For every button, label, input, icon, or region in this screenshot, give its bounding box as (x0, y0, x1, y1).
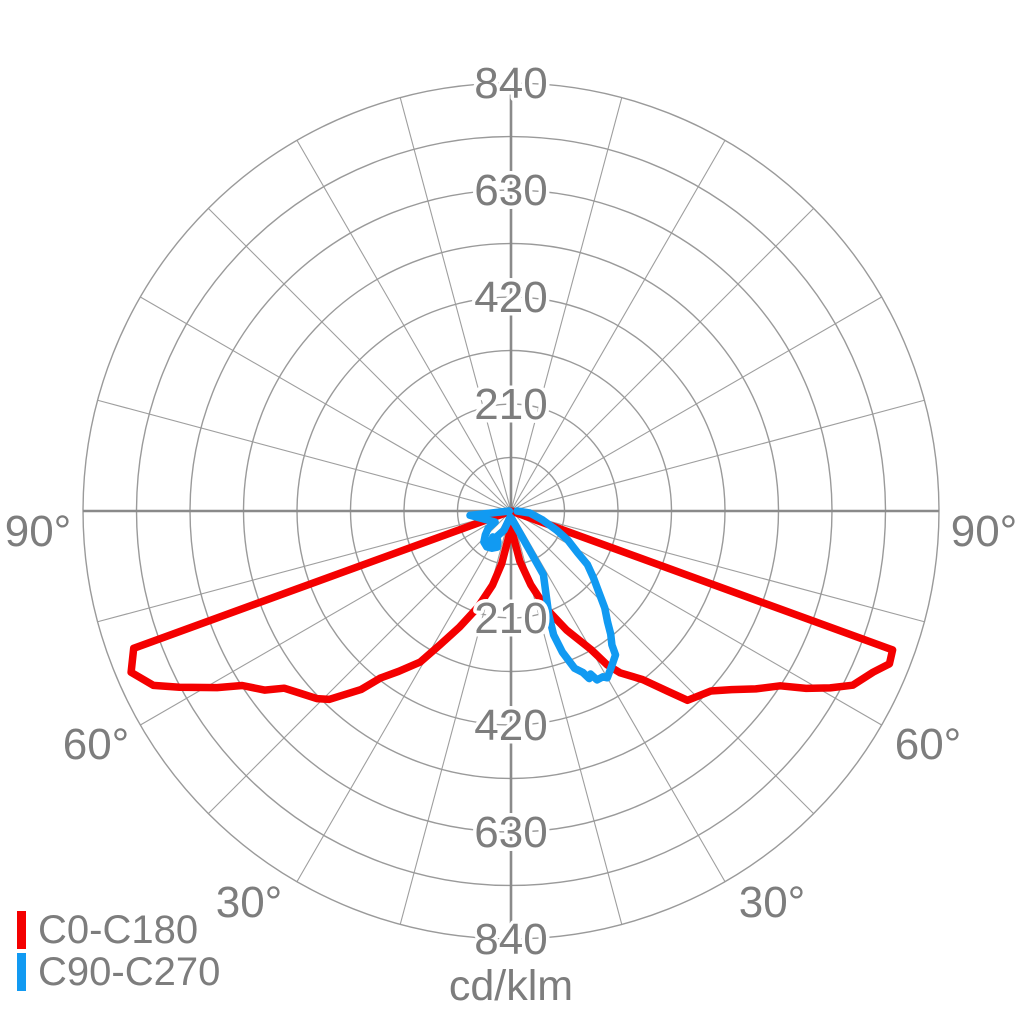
legend-swatch-red (17, 911, 26, 949)
radial-tick-label: 420 (474, 701, 547, 750)
radial-tick-label: 630 (474, 808, 547, 857)
legend-label: C90-C270 (38, 950, 221, 994)
legend-item-c90-c270: C90-C270 (17, 950, 221, 994)
angle-label: 90° (5, 507, 72, 556)
radial-tick-label: 630 (474, 166, 547, 215)
radial-tick-label: 420 (474, 273, 547, 322)
radial-tick-label: 210 (474, 380, 547, 429)
radial-tick-label: 210 (474, 594, 547, 643)
legend-label: C0-C180 (38, 908, 199, 952)
legend-item-c0-c180: C0-C180 (17, 908, 220, 952)
unit-label: cd/klm (448, 962, 574, 1010)
angle-label: 90° (951, 507, 1018, 556)
angle-label: 30° (739, 878, 806, 927)
legend-swatch-blue (17, 953, 26, 991)
legend: C0-C180 C90-C270 (17, 908, 221, 994)
radial-tick-label: 840 (474, 59, 547, 108)
radial-tick-label: 840 (474, 915, 547, 964)
angle-label: 60° (895, 720, 962, 769)
curve-c90-c270 (466, 507, 620, 684)
angle-label: 30° (216, 878, 283, 927)
angle-label: 60° (63, 720, 130, 769)
